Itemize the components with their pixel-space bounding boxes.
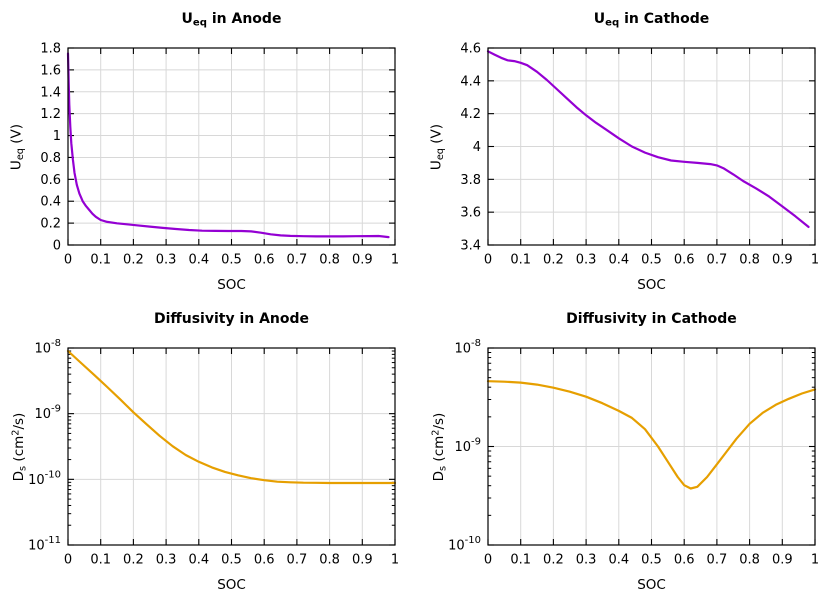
svg-text:1: 1: [391, 253, 399, 268]
svg-text:0.5: 0.5: [641, 553, 662, 568]
svg-text:0: 0: [484, 253, 492, 268]
plot-diffusivity-anode: Diffusivity in Anode Ds (cm2/s) 0 0.1 0.2 0…: [0, 300, 420, 600]
plot-area: 0 0.1 0.2 0.3 0.4 0.5 0.6 0.7 0.8 0.9 1 10-10 10-9 10…: [448, 338, 819, 568]
svg-text:0.8: 0.8: [319, 553, 340, 568]
svg-text:0.6: 0.6: [254, 553, 275, 568]
svg-text:4: 4: [473, 140, 481, 155]
svg-text:0.3: 0.3: [576, 253, 597, 268]
svg-text:1.6: 1.6: [40, 63, 61, 78]
svg-text:0.6: 0.6: [254, 253, 275, 268]
svg-text:0.4: 0.4: [608, 553, 629, 568]
svg-text:0.4: 0.4: [188, 253, 209, 268]
svg-text:0.8: 0.8: [739, 253, 760, 268]
svg-text:1: 1: [811, 553, 819, 568]
svg-text:0: 0: [64, 253, 72, 268]
plot-title: Ueq in Cathode: [593, 11, 710, 29]
svg-text:0.9: 0.9: [772, 553, 793, 568]
svg-text:0.4: 0.4: [188, 553, 209, 568]
svg-text:0.3: 0.3: [576, 553, 597, 568]
svg-text:0.2: 0.2: [543, 553, 564, 568]
svg-text:0.5: 0.5: [221, 553, 242, 568]
plot-ueq-anode: Ueq in Anode Ueq (V) 0 0.1 0.2 0.3 0.4 0.5 0.6…: [0, 0, 420, 300]
svg-text:0.7: 0.7: [287, 553, 308, 568]
svg-text:1.8: 1.8: [40, 42, 61, 57]
svg-text:0.7: 0.7: [707, 253, 728, 268]
svg-text:0.5: 0.5: [641, 253, 662, 268]
svg-text:10-8: 10-8: [454, 338, 481, 357]
svg-text:4.2: 4.2: [460, 107, 481, 122]
svg-text:0.2: 0.2: [123, 253, 144, 268]
svg-text:0: 0: [53, 239, 61, 254]
svg-text:0.4: 0.4: [608, 253, 629, 268]
svg-text:10-11: 10-11: [28, 535, 61, 554]
svg-text:0.2: 0.2: [543, 253, 564, 268]
svg-text:0.7: 0.7: [287, 253, 308, 268]
svg-text:10-8: 10-8: [34, 338, 61, 357]
svg-text:0: 0: [484, 553, 492, 568]
plot-area: 0 0.1 0.2 0.3 0.4 0.5 0.6 0.7 0.8 0.9 1 10-11 10-10 1…: [28, 338, 399, 568]
svg-text:0.6: 0.6: [674, 253, 695, 268]
svg-text:0.9: 0.9: [352, 553, 373, 568]
svg-text:0.9: 0.9: [352, 253, 373, 268]
svg-text:0.5: 0.5: [221, 253, 242, 268]
svg-text:4.6: 4.6: [460, 42, 481, 57]
svg-text:1: 1: [391, 553, 399, 568]
svg-text:0.8: 0.8: [739, 553, 760, 568]
plot-title: Ueq in Anode: [181, 11, 282, 29]
svg-text:1.4: 1.4: [40, 85, 61, 100]
plot-area: 0 0.1 0.2 0.3 0.4 0.5 0.6 0.7 0.8 0.9 1 3.4 3.6 3.8 4 4…: [460, 42, 819, 268]
svg-text:0.1: 0.1: [510, 253, 531, 268]
plot-ueq-cathode: Ueq in Cathode Ueq (V) 0 0.1 0.2 0.3 0.4 0.5 0…: [420, 0, 840, 300]
svg-text:10-10: 10-10: [28, 469, 61, 488]
svg-text:0.1: 0.1: [90, 553, 111, 568]
x-axis-label: SOC: [217, 577, 246, 593]
svg-text:1: 1: [811, 253, 819, 268]
plot-title: Diffusivity in Anode: [153, 311, 310, 327]
plot-title: Diffusivity in Cathode: [566, 311, 737, 327]
x-axis-label: SOC: [637, 577, 666, 593]
svg-text:1.2: 1.2: [40, 107, 61, 122]
svg-text:0.1: 0.1: [510, 553, 531, 568]
svg-text:0.8: 0.8: [40, 151, 61, 166]
svg-text:0.1: 0.1: [90, 253, 111, 268]
svg-text:0.2: 0.2: [123, 553, 144, 568]
x-axis-label: SOC: [637, 277, 666, 293]
svg-text:3.8: 3.8: [460, 173, 481, 188]
plot-diffusivity-cathode: Diffusivity in Cathode Ds (cm2/s) 0 0.1 0.…: [420, 300, 840, 600]
svg-text:10-9: 10-9: [34, 404, 61, 423]
svg-text:0.6: 0.6: [674, 553, 695, 568]
svg-text:4.4: 4.4: [460, 74, 481, 89]
svg-text:0: 0: [64, 553, 72, 568]
svg-text:0.8: 0.8: [319, 253, 340, 268]
svg-text:1: 1: [53, 129, 61, 144]
svg-text:0.9: 0.9: [772, 253, 793, 268]
svg-text:0.4: 0.4: [40, 195, 61, 210]
svg-text:0.2: 0.2: [40, 217, 61, 232]
plot-area: 0 0.1 0.2 0.3 0.4 0.5 0.6 0.7 0.8 0.9 1 0 0.2 0.4 0.6 0…: [40, 42, 399, 268]
svg-text:0.3: 0.3: [156, 553, 177, 568]
svg-text:0.3: 0.3: [156, 253, 177, 268]
svg-text:3.6: 3.6: [460, 206, 481, 221]
svg-text:0.7: 0.7: [707, 553, 728, 568]
svg-text:10-9: 10-9: [454, 437, 481, 456]
svg-text:0.6: 0.6: [40, 173, 61, 188]
svg-text:3.4: 3.4: [460, 239, 481, 254]
svg-text:10-10: 10-10: [448, 535, 481, 554]
x-axis-label: SOC: [217, 277, 246, 293]
